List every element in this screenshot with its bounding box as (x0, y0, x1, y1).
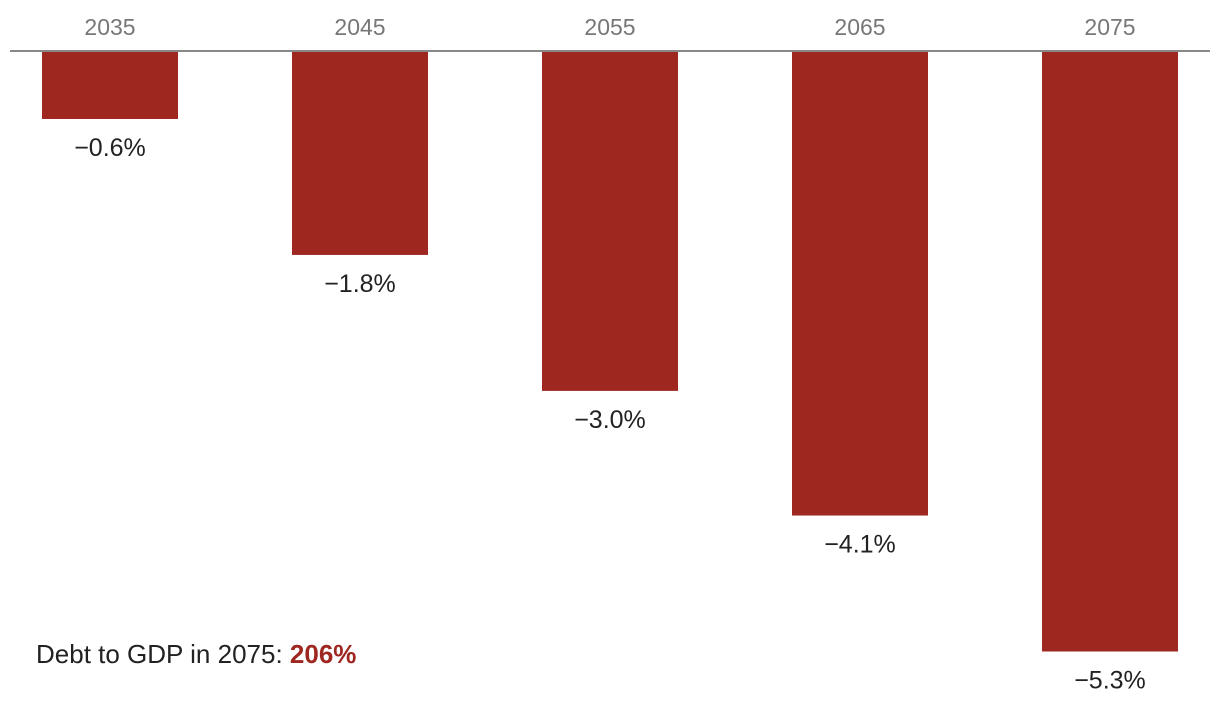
bars-group (42, 51, 1178, 652)
tick-label-2035: 2035 (84, 14, 135, 40)
debt-to-gdp-note: Debt to GDP in 2075: 206% (36, 639, 356, 670)
tick-label-2075: 2075 (1084, 14, 1135, 40)
value-label-2035: −0.6% (74, 134, 146, 162)
bar-2055 (542, 51, 678, 391)
debt-to-gdp-label: Debt to GDP in 2075: (36, 639, 290, 669)
value-label-2065: −4.1% (824, 531, 896, 559)
bar-2065 (792, 51, 928, 516)
value-label-2075: −5.3% (1074, 666, 1146, 694)
tick-label-2065: 2065 (834, 14, 885, 40)
bar-2035 (42, 51, 178, 119)
tick-label-2045: 2045 (334, 14, 385, 40)
value-labels-group: −0.6% −1.8% −3.0% −4.1% −5.3% (74, 134, 1146, 695)
category-ticks-group: 2035 2045 2055 2065 2075 (84, 14, 1135, 40)
bar-2075 (1042, 51, 1178, 652)
tick-label-2055: 2055 (584, 14, 635, 40)
value-label-2045: −1.8% (324, 270, 396, 298)
value-label-2055: −3.0% (574, 406, 646, 434)
debt-to-gdp-value: 206% (289, 639, 357, 669)
bar-2045 (292, 51, 428, 255)
